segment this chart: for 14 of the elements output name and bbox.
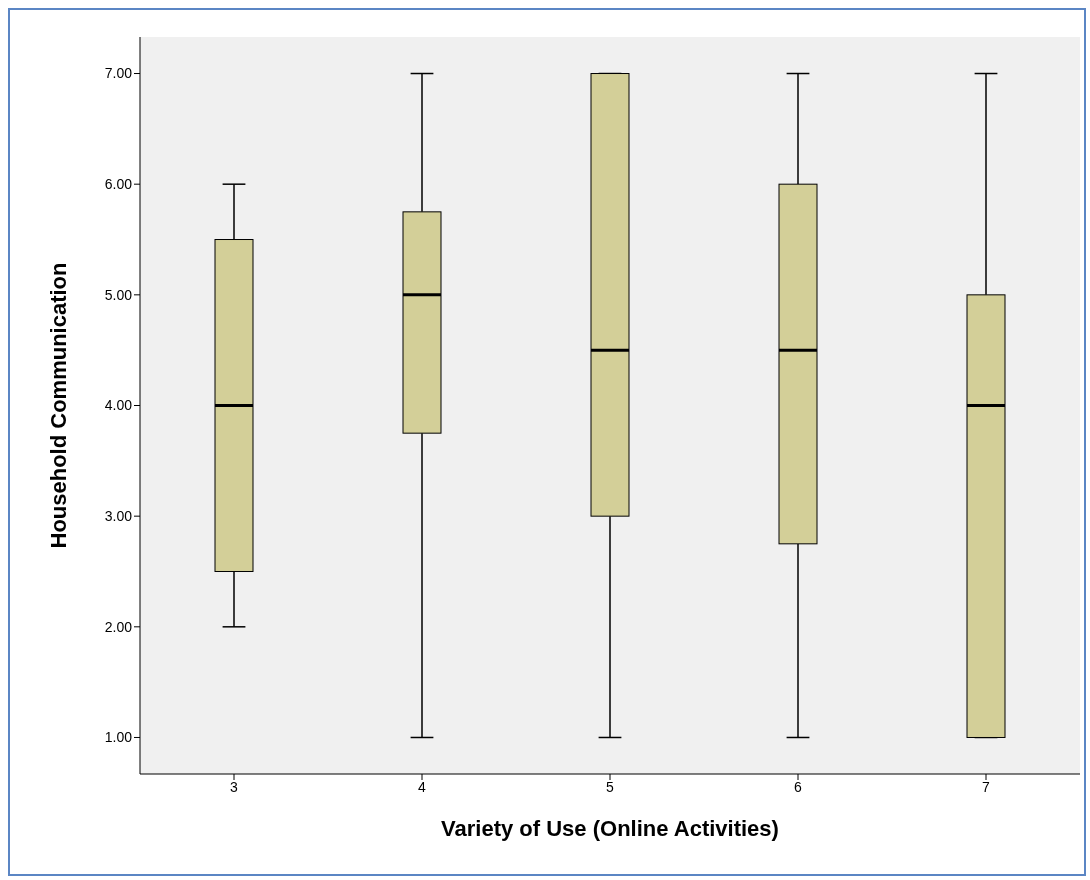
x-tick-label: 7 (982, 778, 991, 795)
y-axis-title: Household Communication (45, 262, 71, 549)
y-tick-label: 2.00 (104, 618, 133, 635)
y-tick-label: 4.00 (104, 397, 133, 414)
y-tick-label: 1.00 (104, 729, 133, 746)
y-tick-label: 5.00 (104, 286, 133, 303)
y-tick-label: 7.00 (104, 65, 133, 82)
x-tick-label: 5 (606, 778, 615, 795)
x-tick-label: 3 (230, 778, 239, 795)
y-tick-label: 3.00 (104, 508, 133, 525)
y-tick-label: 6.00 (104, 176, 133, 193)
x-axis-title: Variety of Use (Online Activities) (441, 816, 779, 841)
x-tick-label: 4 (418, 778, 427, 795)
x-tick-label: 6 (794, 778, 803, 795)
